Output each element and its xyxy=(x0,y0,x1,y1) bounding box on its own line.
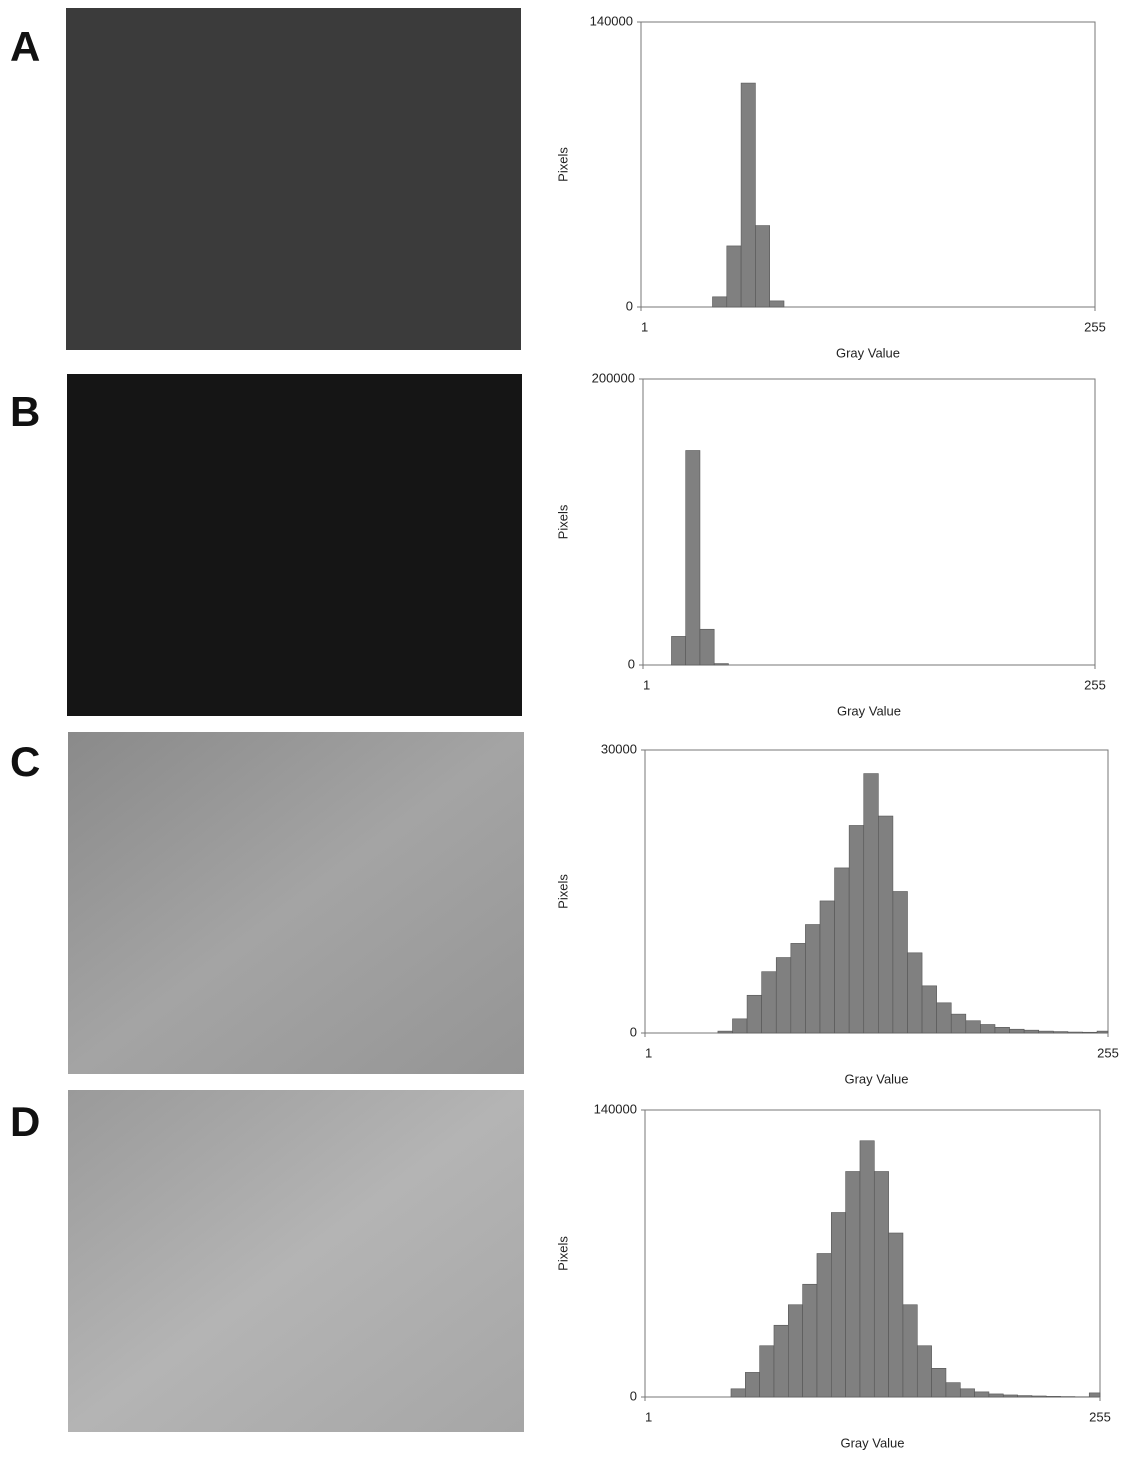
y-axis-label: Pixels xyxy=(555,874,570,909)
histogram-bar xyxy=(1053,1031,1069,1034)
histogram-bar xyxy=(755,225,770,308)
plot-frame xyxy=(640,21,1096,308)
panel-label: D xyxy=(10,1098,40,1145)
histogram-bar xyxy=(1096,1030,1109,1034)
histogram-bar xyxy=(802,1283,818,1398)
histogram-bar xyxy=(726,245,742,308)
histogram-bar xyxy=(713,663,729,666)
histogram-bar xyxy=(988,1393,1004,1398)
histogram-bar xyxy=(1067,1031,1083,1034)
x-tick-label: 255 xyxy=(1084,677,1106,692)
histogram-bar xyxy=(902,1304,918,1398)
plot-frame xyxy=(642,378,1096,666)
histogram-bar xyxy=(773,1324,789,1398)
histogram-bar xyxy=(980,1024,996,1034)
histogram-bar xyxy=(845,1171,861,1398)
histogram-bar xyxy=(759,1345,775,1398)
histogram-bar xyxy=(916,1345,932,1398)
histogram-bar xyxy=(848,825,865,1034)
panel-label: C xyxy=(10,738,40,785)
histogram-bar xyxy=(1017,1395,1033,1398)
histogram-bar xyxy=(1002,1394,1018,1398)
y-tick-label: 0 xyxy=(630,1388,637,1403)
y-tick-label: 30000 xyxy=(601,741,637,756)
y-axis-label: Pixels xyxy=(555,504,570,539)
histogram-bar xyxy=(1045,1396,1061,1398)
histogram-bar xyxy=(888,1232,904,1398)
histogram-bar xyxy=(819,900,835,1034)
y-axis-label: Pixels xyxy=(555,147,570,182)
x-tick-label: 1 xyxy=(645,1409,652,1424)
x-tick-label: 1 xyxy=(641,319,648,334)
histogram-bar xyxy=(936,1002,952,1034)
panel-label: A xyxy=(10,23,40,70)
histogram-bar xyxy=(769,300,785,308)
histogram-bar xyxy=(834,867,850,1034)
histogram-bar xyxy=(816,1253,832,1398)
histogram-bar xyxy=(974,1391,990,1398)
histogram-bar xyxy=(959,1388,975,1398)
histogram-bar xyxy=(671,636,687,666)
y-tick-label: 140000 xyxy=(594,1101,637,1116)
histogram-bar xyxy=(761,971,777,1034)
histogram-bar xyxy=(931,1368,947,1398)
histogram-bar xyxy=(873,1171,889,1398)
histogram-bar xyxy=(892,891,908,1034)
histogram-bar xyxy=(699,628,715,666)
micrograph xyxy=(68,732,524,1074)
x-axis-label: Gray Value xyxy=(840,1435,904,1450)
histogram-bar xyxy=(740,82,756,308)
histogram-bar xyxy=(945,1382,961,1398)
x-tick-label: 255 xyxy=(1089,1409,1111,1424)
histogram-bar xyxy=(878,815,894,1034)
histogram-bar xyxy=(805,924,821,1034)
y-tick-label: 140000 xyxy=(590,13,633,28)
x-tick-label: 1 xyxy=(645,1045,652,1060)
x-axis-label: Gray Value xyxy=(836,345,900,360)
histogram-bar xyxy=(994,1027,1010,1034)
y-tick-label: 200000 xyxy=(592,370,635,385)
micrograph xyxy=(68,1090,524,1432)
histogram-bar xyxy=(950,1013,967,1034)
histogram-bar xyxy=(788,1304,803,1398)
histogram-bar xyxy=(1088,1392,1101,1398)
y-tick-label: 0 xyxy=(630,1024,637,1039)
histogram-bar xyxy=(745,1372,760,1398)
histogram-bar xyxy=(730,1388,746,1398)
histogram-bar xyxy=(907,952,923,1034)
histogram-bar xyxy=(859,1140,875,1398)
y-axis-label: Pixels xyxy=(555,1236,570,1271)
histogram-bar xyxy=(685,450,701,666)
histogram-bar xyxy=(830,1212,846,1398)
histogram-bar xyxy=(717,1030,733,1034)
histogram-bar xyxy=(1031,1395,1047,1398)
histogram-bar xyxy=(965,1020,981,1034)
histogram-bar xyxy=(1023,1029,1040,1034)
y-tick-label: 0 xyxy=(628,656,635,671)
panel-label: B xyxy=(10,388,40,435)
micrograph xyxy=(67,374,522,716)
y-tick-label: 0 xyxy=(626,298,633,313)
histogram-bar xyxy=(712,296,728,308)
x-tick-label: 255 xyxy=(1097,1045,1119,1060)
x-tick-label: 255 xyxy=(1084,319,1106,334)
histogram-bar xyxy=(1009,1028,1025,1034)
x-axis-label: Gray Value xyxy=(837,703,901,718)
micrograph xyxy=(66,8,521,350)
histogram-bar xyxy=(1038,1030,1054,1034)
histogram-bar xyxy=(1082,1031,1098,1034)
histogram-bar xyxy=(775,957,792,1034)
x-axis-label: Gray Value xyxy=(844,1071,908,1086)
x-tick-label: 1 xyxy=(643,677,650,692)
histogram-bar xyxy=(790,943,806,1034)
histogram-bar xyxy=(921,985,937,1034)
histogram-bar xyxy=(863,773,879,1034)
histogram-bar xyxy=(746,994,762,1034)
histogram-bar xyxy=(732,1018,748,1034)
